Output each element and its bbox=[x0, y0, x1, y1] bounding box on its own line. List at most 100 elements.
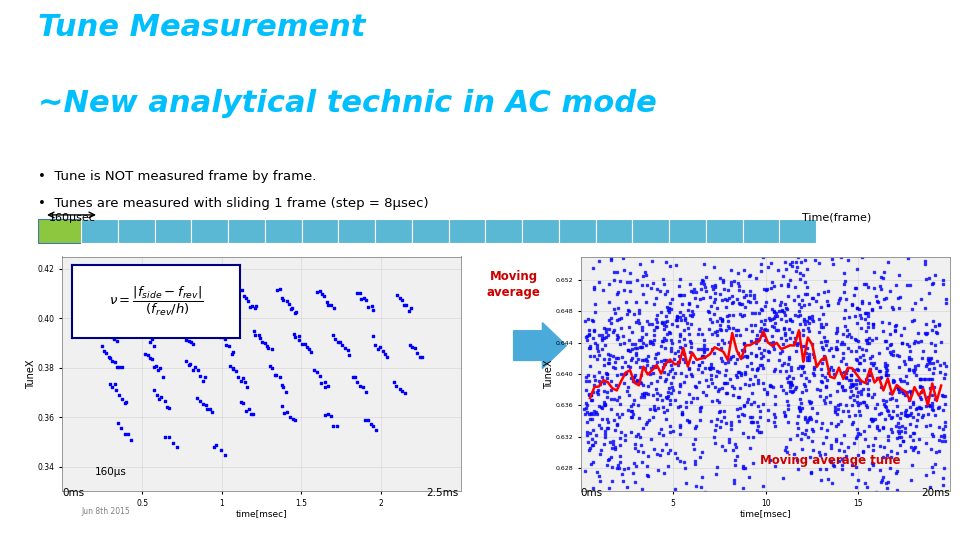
Point bbox=[782, 387, 798, 395]
Point bbox=[695, 352, 710, 361]
Point bbox=[172, 303, 187, 312]
Point bbox=[719, 379, 734, 388]
Point bbox=[866, 284, 881, 292]
Point bbox=[873, 442, 888, 451]
Point bbox=[661, 304, 677, 313]
Point bbox=[724, 281, 739, 289]
Point bbox=[931, 404, 947, 413]
Point bbox=[901, 355, 917, 364]
Point bbox=[601, 316, 616, 325]
Point bbox=[796, 331, 811, 340]
Point bbox=[813, 424, 828, 433]
Point bbox=[762, 339, 778, 347]
Point bbox=[97, 325, 112, 334]
Point bbox=[838, 360, 853, 369]
Point bbox=[218, 451, 233, 460]
Point bbox=[630, 376, 645, 384]
Point bbox=[828, 435, 844, 444]
Point bbox=[635, 332, 650, 341]
Bar bbox=[669, 219, 706, 243]
Point bbox=[781, 371, 797, 380]
Point bbox=[199, 401, 214, 409]
Point bbox=[856, 355, 872, 364]
Point bbox=[182, 360, 198, 369]
Point bbox=[824, 444, 839, 453]
Point bbox=[782, 260, 798, 269]
Point bbox=[844, 333, 859, 341]
Point bbox=[599, 333, 614, 341]
Point bbox=[662, 428, 678, 437]
Point bbox=[777, 446, 792, 455]
Point bbox=[238, 377, 253, 386]
Point bbox=[149, 390, 164, 399]
Point bbox=[764, 315, 780, 324]
Point bbox=[595, 286, 611, 295]
Bar bbox=[375, 219, 412, 243]
Point bbox=[732, 300, 748, 308]
Point bbox=[142, 354, 157, 363]
Point bbox=[910, 448, 925, 456]
Point bbox=[638, 516, 654, 525]
Point bbox=[317, 410, 332, 419]
Point bbox=[756, 319, 772, 328]
Point bbox=[756, 482, 771, 490]
Point bbox=[919, 329, 934, 338]
Point bbox=[619, 483, 635, 492]
Point bbox=[721, 337, 736, 346]
Point bbox=[919, 510, 934, 519]
Point bbox=[630, 430, 645, 438]
Point bbox=[708, 372, 724, 381]
Point bbox=[933, 338, 948, 347]
Point bbox=[669, 316, 684, 325]
Point bbox=[596, 379, 612, 387]
Point bbox=[639, 317, 655, 326]
Point bbox=[879, 450, 895, 459]
Point bbox=[90, 318, 106, 327]
Point bbox=[868, 488, 883, 496]
Point bbox=[908, 422, 924, 430]
Point bbox=[673, 312, 688, 321]
Point bbox=[712, 274, 728, 282]
Point bbox=[920, 354, 935, 362]
Point bbox=[788, 334, 804, 342]
Point bbox=[925, 368, 941, 377]
Point bbox=[139, 327, 155, 335]
Point bbox=[597, 400, 612, 408]
Point bbox=[639, 281, 655, 290]
Point bbox=[891, 362, 906, 371]
Point bbox=[589, 468, 605, 476]
Point bbox=[620, 305, 636, 314]
Point bbox=[787, 282, 803, 291]
Point bbox=[736, 221, 752, 230]
Point bbox=[717, 359, 732, 368]
Point bbox=[636, 390, 652, 399]
Point bbox=[625, 400, 640, 409]
Point bbox=[610, 331, 625, 340]
Point bbox=[805, 242, 821, 251]
Point bbox=[708, 438, 723, 447]
Point bbox=[830, 404, 846, 413]
Point bbox=[871, 366, 886, 375]
Point bbox=[825, 255, 840, 264]
Point bbox=[335, 341, 350, 349]
Point bbox=[704, 345, 719, 353]
Point bbox=[714, 357, 730, 366]
Point bbox=[904, 317, 920, 326]
Point bbox=[701, 363, 716, 372]
Point bbox=[594, 336, 610, 345]
Point bbox=[804, 398, 819, 407]
Point bbox=[684, 372, 700, 380]
Point bbox=[103, 380, 118, 388]
Point bbox=[725, 299, 740, 307]
Point bbox=[587, 285, 602, 293]
Point bbox=[579, 332, 594, 341]
Text: 160μsec: 160μsec bbox=[49, 213, 95, 223]
Point bbox=[114, 395, 130, 404]
Point bbox=[766, 410, 781, 418]
Point bbox=[797, 300, 812, 309]
Point bbox=[922, 356, 937, 365]
Point bbox=[645, 413, 660, 422]
Point bbox=[320, 382, 335, 390]
Point bbox=[880, 478, 896, 487]
Point bbox=[86, 301, 102, 309]
